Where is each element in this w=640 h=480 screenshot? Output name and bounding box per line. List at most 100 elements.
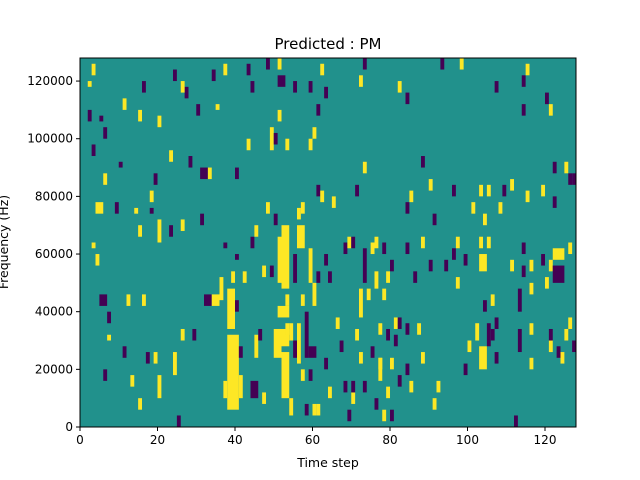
heatmap-cell-145	[362, 248, 367, 283]
heatmap-cell-22	[138, 398, 143, 410]
heatmap-cell-136	[351, 392, 356, 404]
heatmap-cell-234	[552, 248, 561, 260]
heatmap-cell-161	[390, 357, 394, 370]
heatmap-cell-181	[428, 179, 433, 191]
heatmap-cell-233	[552, 265, 565, 283]
heatmap-cell-133	[343, 380, 348, 393]
heatmap-cell-165	[393, 317, 398, 329]
heatmap-cell-225	[529, 259, 534, 272]
heatmap-cell-199	[479, 254, 487, 272]
heatmap-cell-73	[258, 328, 263, 341]
heatmap-cell-247	[568, 242, 573, 255]
heatmap-cell-42	[180, 81, 185, 93]
heatmap-cell-115	[308, 138, 313, 151]
heatmap-cell-201	[479, 184, 484, 197]
heatmap-cell-207	[490, 328, 495, 341]
heatmap-cell-50	[200, 213, 205, 226]
heatmap-cell-195	[467, 340, 472, 353]
heatmap-cell-17	[107, 311, 112, 324]
heatmap-cell-13	[95, 254, 100, 266]
heatmap-cell-127	[328, 386, 332, 399]
heatmap-cell-242	[556, 346, 561, 358]
heatmap-cell-230	[541, 254, 546, 266]
heatmap-cells	[87, 58, 577, 427]
heatmap-cell-18	[107, 334, 112, 341]
heatmap-cell-45	[207, 167, 212, 180]
heatmap-cell-60	[223, 380, 228, 399]
chart-title: Predicted : PM	[275, 35, 382, 53]
heatmap-cell-54	[219, 277, 224, 301]
heatmap-cell-51	[204, 294, 212, 306]
heatmap-cell-66	[235, 167, 239, 180]
heatmap-cell-218	[517, 288, 522, 312]
heatmap-cell-81	[277, 75, 286, 87]
x-axis: 0 20 40 60 80 100 120	[76, 427, 556, 447]
plot-frame	[79, 57, 577, 428]
heatmap-cell-203	[486, 236, 491, 249]
heatmap-cell-231	[545, 277, 549, 289]
x-tick-label: 60	[305, 433, 320, 447]
heatmap-cell-170	[409, 380, 414, 393]
heatmap-cell-209	[494, 317, 499, 329]
heatmap-cell-245	[564, 161, 569, 174]
heatmap-cell-197	[475, 323, 480, 341]
heatmap-cell-147	[362, 161, 367, 174]
heatmap-cell-179	[421, 352, 425, 364]
heatmap-cell-130	[343, 242, 348, 255]
heatmap-cell-211	[498, 202, 503, 214]
heatmap-cell-83	[277, 58, 282, 70]
heatmap-cell-169	[405, 323, 410, 335]
y-axis: 0 20000 40000 60000 80000 100000 120000	[27, 74, 80, 434]
y-tick-label: 0	[65, 420, 73, 434]
heatmap-cell-153	[382, 288, 387, 301]
heatmap-cell-80	[273, 132, 278, 145]
heatmap-cell-188	[452, 184, 456, 197]
heatmap-cell-144	[362, 58, 367, 70]
heatmap-cell-49	[215, 104, 220, 110]
heatmap-cell-89	[281, 352, 290, 399]
heatmap-cell-173	[405, 202, 410, 214]
heatmap-cell-64	[242, 271, 247, 283]
heatmap-cell-243	[560, 352, 565, 364]
heatmap-cell-87	[273, 328, 282, 358]
heatmap-cell-125	[331, 196, 336, 208]
heatmap-cell-69	[250, 81, 255, 93]
heatmap-cell-185	[432, 213, 437, 226]
heatmap-cell-37	[157, 375, 162, 399]
heatmap-cell-123	[324, 254, 329, 266]
heatmap-cell-78	[266, 202, 270, 214]
heatmap-cell-28	[153, 173, 158, 185]
x-tick-label: 100	[456, 433, 479, 447]
heatmap-cell-77	[269, 265, 274, 278]
heatmap-cell-29	[149, 190, 154, 203]
heatmap-cell-62	[238, 346, 243, 358]
heatmap-cell-200	[479, 236, 484, 249]
heatmap-cell-21	[130, 375, 135, 387]
heatmap-cell-246	[568, 173, 573, 185]
heatmap-cell-154	[382, 242, 387, 255]
heatmap-cell-111	[316, 403, 321, 416]
heatmap-cell-215	[510, 179, 515, 191]
heatmap-cell-96	[289, 398, 294, 416]
heatmap-cell-221	[521, 75, 526, 87]
heatmap-cell-15	[126, 294, 131, 306]
heatmap-cell-32	[157, 219, 162, 243]
heatmap-cell-210	[494, 352, 499, 364]
heatmap-cell-10	[134, 207, 139, 214]
heatmap-cell-57	[231, 271, 236, 283]
heatmap-cell-131	[347, 236, 352, 249]
heatmap-cell-174	[409, 190, 414, 203]
heatmap-cell-205	[483, 300, 487, 312]
heatmap-cell-122	[320, 190, 325, 203]
heatmap-cell-101	[300, 294, 305, 306]
heatmap-cell-224	[525, 190, 530, 203]
y-tick-label: 80000	[35, 189, 73, 203]
heatmap-cell-75	[262, 392, 267, 404]
heatmap-cell-94	[285, 138, 290, 151]
y-tick-label: 120000	[27, 74, 73, 88]
heatmap-cell-90	[277, 305, 290, 318]
heatmap-cell-35	[153, 352, 158, 364]
heatmap-cell-177	[421, 236, 425, 249]
heatmap-cell-222	[521, 104, 526, 116]
heatmap-cell-116	[316, 184, 321, 197]
